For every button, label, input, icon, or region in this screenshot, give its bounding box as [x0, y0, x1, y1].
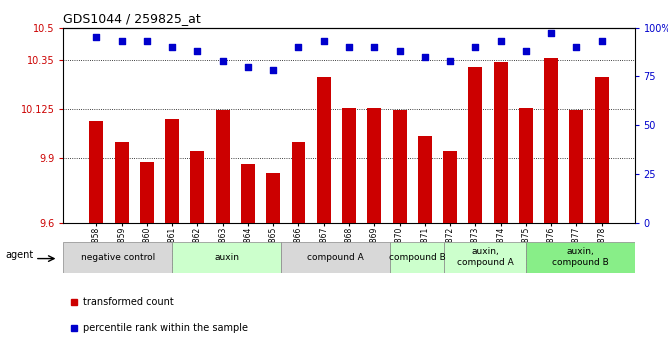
Bar	[393, 110, 407, 223]
Text: transformed count: transformed count	[84, 297, 174, 306]
Point	[369, 44, 379, 50]
Bar	[570, 110, 583, 223]
Bar	[190, 151, 204, 223]
Bar	[216, 110, 230, 223]
Point	[217, 58, 228, 63]
Bar	[342, 108, 356, 223]
Bar	[281, 241, 390, 273]
Point	[242, 64, 253, 69]
Bar	[443, 151, 457, 223]
Bar	[241, 164, 255, 223]
Text: compound B: compound B	[389, 253, 446, 262]
Point	[394, 48, 405, 54]
Bar	[367, 108, 381, 223]
Bar	[317, 77, 331, 223]
Bar	[595, 77, 609, 223]
Bar	[444, 241, 526, 273]
Point	[192, 48, 203, 54]
Bar	[267, 173, 280, 223]
Point	[142, 39, 152, 44]
Point	[343, 44, 354, 50]
Text: auxin,
compound A: auxin, compound A	[457, 247, 514, 267]
Bar	[172, 241, 281, 273]
Point	[445, 58, 456, 63]
Text: percentile rank within the sample: percentile rank within the sample	[84, 323, 248, 333]
Bar	[468, 67, 482, 223]
Point	[420, 54, 430, 60]
Point	[268, 68, 279, 73]
Bar	[519, 108, 533, 223]
Bar	[115, 142, 128, 223]
Bar	[63, 241, 172, 273]
Bar	[90, 121, 104, 223]
Text: GDS1044 / 259825_at: GDS1044 / 259825_at	[63, 12, 201, 25]
Point	[546, 31, 556, 36]
Point	[319, 39, 329, 44]
Bar	[140, 162, 154, 223]
Point	[470, 44, 481, 50]
Point	[597, 39, 607, 44]
Bar	[390, 241, 444, 273]
Bar	[526, 241, 635, 273]
Point	[293, 44, 304, 50]
Point	[571, 44, 582, 50]
Text: auxin,
compound B: auxin, compound B	[552, 247, 609, 267]
Bar	[291, 142, 305, 223]
Text: auxin: auxin	[214, 253, 239, 262]
Bar	[418, 136, 432, 223]
Point	[167, 44, 178, 50]
Point	[91, 34, 102, 40]
Bar	[165, 119, 179, 223]
Text: agent: agent	[5, 250, 33, 260]
Point	[520, 48, 531, 54]
Point	[495, 39, 506, 44]
Point	[116, 39, 127, 44]
Bar	[494, 62, 508, 223]
Text: compound A: compound A	[307, 253, 364, 262]
Bar	[544, 58, 558, 223]
Text: negative control: negative control	[81, 253, 155, 262]
